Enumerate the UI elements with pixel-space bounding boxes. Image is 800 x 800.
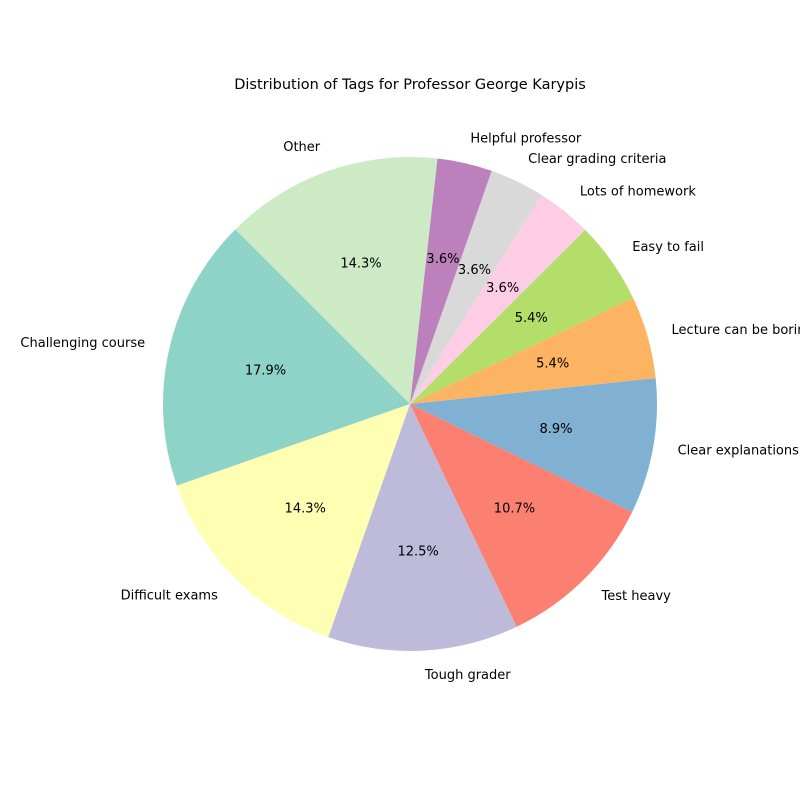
- slice-label: Helpful professor: [470, 132, 582, 147]
- slice-label: Tough grader: [424, 668, 511, 683]
- slice-label: Clear explanations: [678, 444, 800, 459]
- slice-label: Easy to fail: [632, 240, 704, 255]
- percent-label: 10.7%: [494, 502, 535, 517]
- percent-label: 8.9%: [539, 422, 572, 437]
- slice-labels: Challenging course Difficult exams Tough g…: [20, 132, 800, 683]
- pie-slice: [410, 195, 586, 404]
- percent-label: 3.6%: [458, 263, 491, 278]
- percent-label: 3.6%: [426, 252, 459, 267]
- percent-label: 14.3%: [340, 257, 381, 272]
- pie-slice: [410, 158, 492, 404]
- pie-slice: [235, 157, 438, 404]
- pie-slice: [328, 404, 517, 651]
- slice-label: Lecture can be boring: [672, 323, 800, 338]
- slice-label: Clear grading criteria: [528, 152, 666, 167]
- percent-label: 17.9%: [245, 364, 286, 379]
- slice-label: Test heavy: [601, 589, 672, 604]
- pie-slice: [410, 229, 634, 404]
- pie-slice: [410, 297, 656, 404]
- percent-label: 12.5%: [397, 544, 438, 559]
- pie-slice: [410, 170, 542, 404]
- chart-title: Distribution of Tags for Professor Georg…: [234, 77, 586, 93]
- slice-label: Lots of homework: [580, 184, 696, 199]
- slice-label: Challenging course: [20, 336, 145, 351]
- pie-slice: [410, 378, 657, 513]
- percent-labels: 17.9%14.3%12.5%10.7%8.9%5.4%5.4%3.6%3.6%…: [245, 252, 573, 559]
- pie-slice: [162, 229, 410, 486]
- slice-label: Other: [283, 140, 321, 155]
- slice-label: Difficult exams: [121, 589, 219, 604]
- pie-slice: [410, 404, 633, 627]
- percent-label: 5.4%: [536, 356, 569, 371]
- percent-label: 3.6%: [486, 281, 519, 296]
- percent-label: 14.3%: [285, 501, 326, 516]
- pie-slice: [176, 404, 410, 638]
- percent-label: 5.4%: [515, 311, 548, 326]
- pie-slices: [162, 157, 657, 651]
